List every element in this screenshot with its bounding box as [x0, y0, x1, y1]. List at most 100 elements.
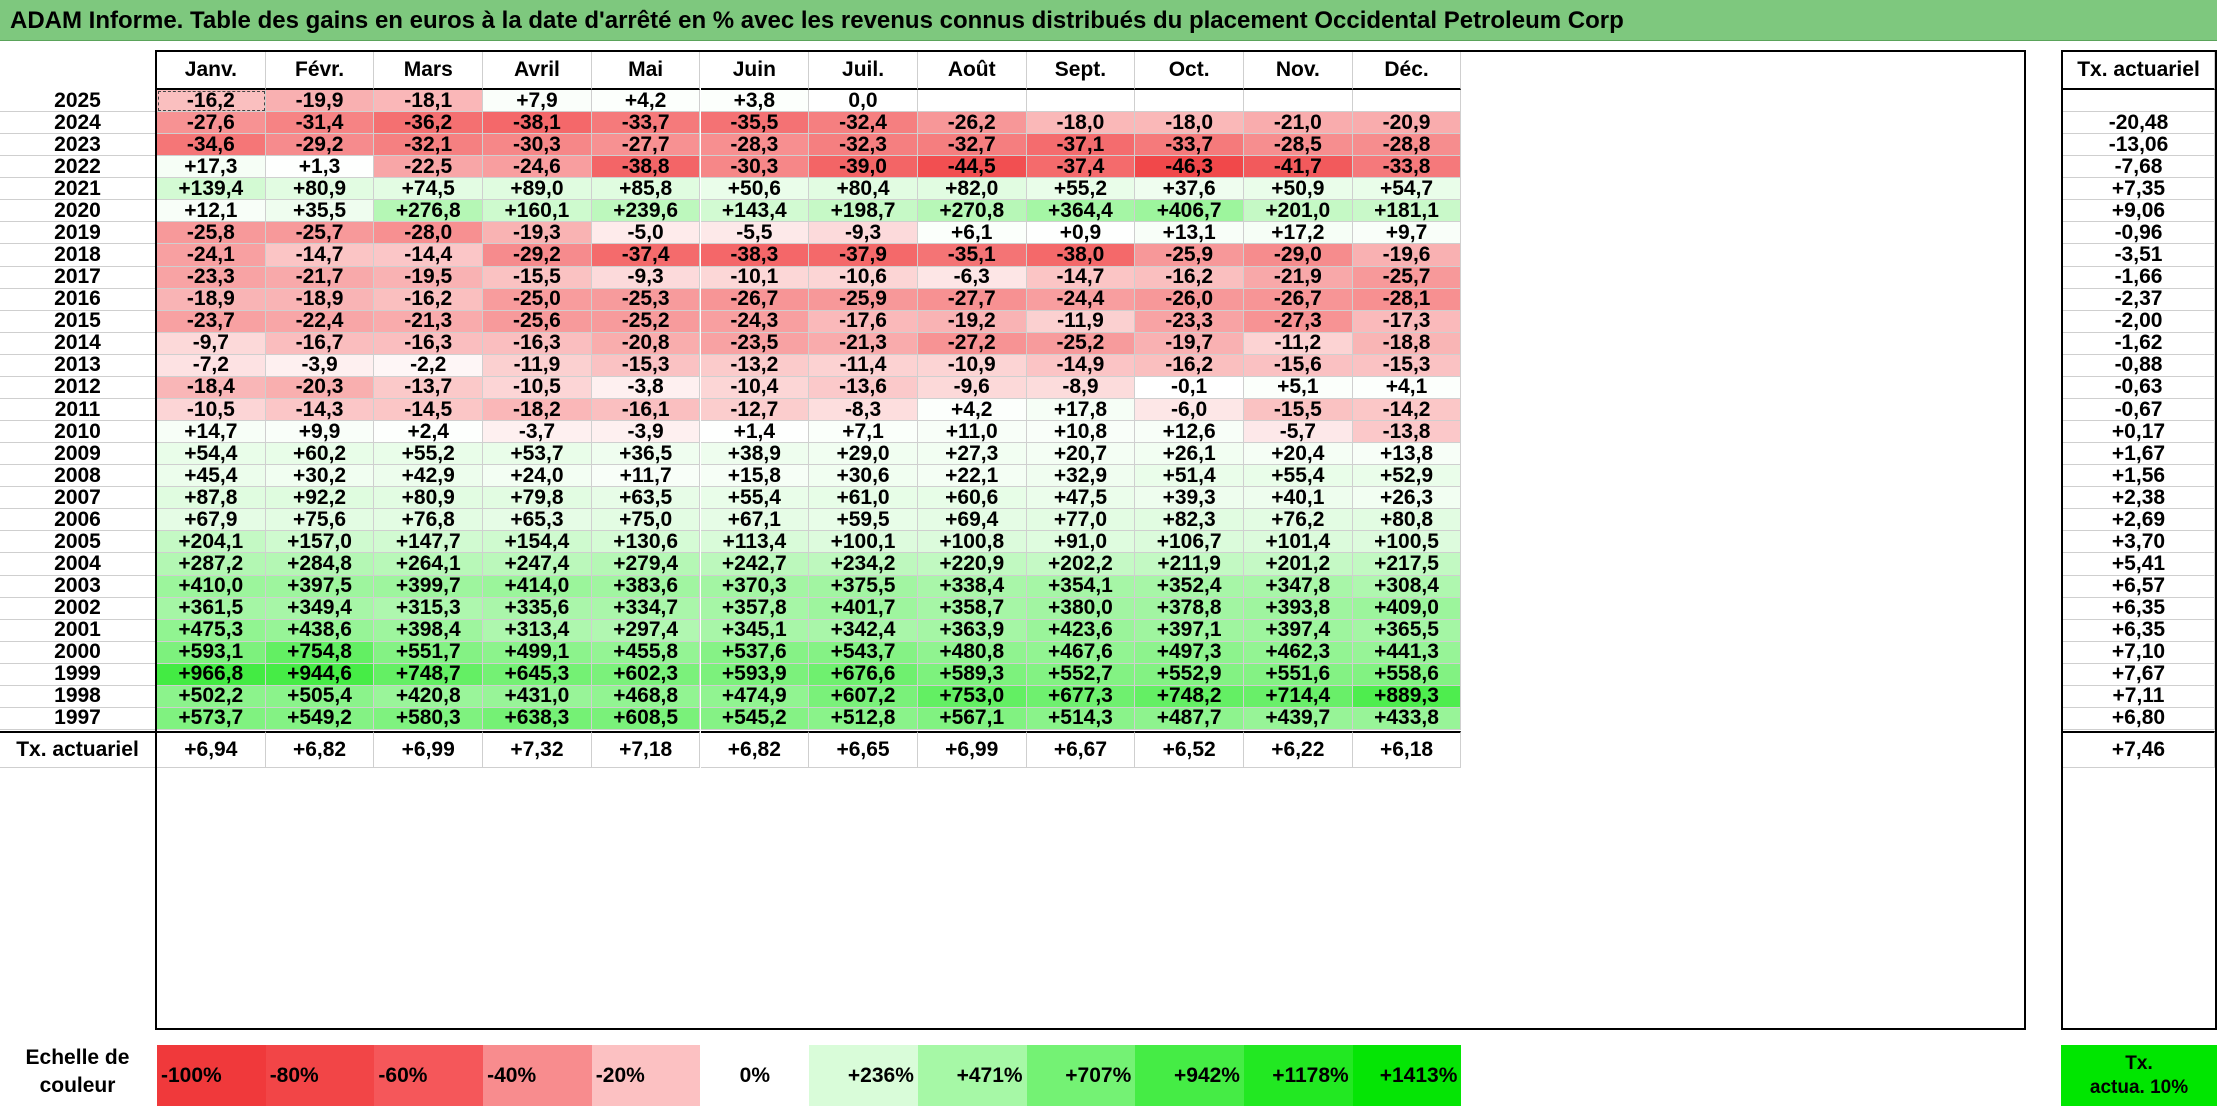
table-cell: -38,1 — [483, 111, 592, 135]
table-cell: +380,0 — [1026, 596, 1136, 620]
table-cell: -38,0 — [1026, 243, 1136, 267]
table-cell: -18,8 — [1352, 331, 1462, 355]
table-cell: +383,6 — [591, 574, 701, 598]
table-cell: +82,0 — [917, 177, 1027, 201]
table-cell: +420,8 — [374, 684, 484, 708]
rate-cell: -0,63 — [2063, 375, 2215, 399]
table-cell: +32,9 — [1026, 464, 1136, 488]
table-cell: +47,5 — [1026, 486, 1136, 510]
year-label: 2015 — [0, 309, 155, 333]
table-cell: -24,4 — [1026, 287, 1136, 311]
year-label: 2017 — [0, 265, 155, 289]
table-cell: -26,7 — [700, 287, 810, 311]
month-header: Janv. — [157, 52, 266, 90]
table-cell: +59,5 — [809, 508, 918, 532]
table-cell: -25,9 — [809, 287, 918, 311]
table-cell: -37,4 — [1026, 155, 1136, 179]
year-label: 2025 — [0, 89, 155, 113]
table-cell: -16,7 — [265, 331, 375, 355]
color-scale-step: +471% — [917, 1045, 1027, 1106]
color-scale-step: -100% — [157, 1045, 266, 1106]
year-label: 2019 — [0, 221, 155, 245]
table-cell: -18,0 — [1026, 111, 1136, 135]
totals-cell: +6,94 — [157, 731, 266, 769]
rate-cell: +6,57 — [2063, 574, 2215, 598]
table-cell: +475,3 — [157, 618, 266, 642]
table-cell: -10,1 — [700, 265, 810, 289]
table-cell: +552,7 — [1026, 662, 1136, 686]
table-cell: -27,7 — [917, 287, 1027, 311]
table-cell: +106,7 — [1135, 530, 1244, 554]
month-header: Sept. — [1026, 52, 1136, 90]
table-cell: +67,9 — [157, 508, 266, 532]
month-header: Nov. — [1244, 52, 1353, 90]
table-cell: -29,2 — [265, 133, 375, 157]
table-cell: +335,6 — [483, 596, 592, 620]
table-cell: +55,2 — [374, 442, 484, 466]
table-cell: -30,3 — [483, 133, 592, 157]
table-cell: +363,9 — [917, 618, 1027, 642]
table-cell: +202,2 — [1026, 552, 1136, 576]
table-cell: -9,3 — [809, 221, 918, 245]
table-cell: -21,7 — [265, 265, 375, 289]
table-cell: -11,9 — [1026, 309, 1136, 333]
rate-cell: +7,10 — [2063, 640, 2215, 664]
table-cell: +567,1 — [917, 706, 1027, 731]
table-cell: +242,7 — [700, 552, 810, 576]
table-cell: -37,9 — [809, 243, 918, 267]
table-cell: -24,6 — [483, 155, 592, 179]
table-cell: +358,7 — [917, 596, 1027, 620]
table-cell: -17,6 — [809, 309, 918, 333]
table-cell: +512,8 — [809, 706, 918, 731]
table-cell: +36,5 — [591, 442, 701, 466]
table-cell: +24,0 — [483, 464, 592, 488]
rate-cell: +5,41 — [2063, 552, 2215, 576]
table-cell: +414,0 — [483, 574, 592, 598]
table-cell: -19,3 — [483, 221, 592, 245]
table-cell: 0,0 — [809, 89, 918, 113]
table-cell: -46,3 — [1135, 155, 1244, 179]
table-cell: +76,8 — [374, 508, 484, 532]
table-cell: +13,8 — [1352, 442, 1462, 466]
table-cell: +748,7 — [374, 662, 484, 686]
month-header: Août — [917, 52, 1027, 90]
table-cell: +4,1 — [1352, 375, 1462, 399]
table-cell: +608,5 — [591, 706, 701, 731]
rate-cell: +2,38 — [2063, 486, 2215, 510]
table-cell: +676,6 — [809, 662, 918, 686]
table-cell: -21,3 — [809, 331, 918, 355]
table-cell: +645,3 — [483, 662, 592, 686]
color-scale-step: -40% — [483, 1045, 592, 1106]
table-cell: +423,6 — [1026, 618, 1136, 642]
table-cell: +91,0 — [1026, 530, 1136, 554]
rate-cell — [2063, 90, 2215, 113]
totals-cell: +6,99 — [374, 731, 484, 769]
totals-cell: +6,18 — [1352, 731, 1462, 769]
table-cell: +54,7 — [1352, 177, 1462, 201]
table-cell: -39,0 — [809, 155, 918, 179]
table-cell: -29,0 — [1244, 243, 1353, 267]
table-cell: -9,7 — [157, 331, 266, 355]
color-scale-step: +942% — [1135, 1045, 1244, 1106]
table-cell: +50,9 — [1244, 177, 1353, 201]
table-cell: -19,2 — [917, 309, 1027, 333]
month-header: Déc. — [1352, 52, 1462, 90]
table-cell: +7,1 — [809, 420, 918, 444]
table-cell: -26,2 — [917, 111, 1027, 135]
table-cell: -27,7 — [591, 133, 701, 157]
table-cell: -11,9 — [483, 353, 592, 377]
table-cell: -33,7 — [591, 111, 701, 135]
table-cell: +12,1 — [157, 199, 266, 223]
year-label: 2004 — [0, 552, 155, 576]
table-cell: +573,7 — [157, 706, 266, 731]
table-cell: -16,2 — [157, 89, 266, 113]
rate-cell: +7,67 — [2063, 662, 2215, 686]
color-scale-step: -60% — [374, 1045, 484, 1106]
table-cell: -10,9 — [917, 353, 1027, 377]
rate-cell: +9,06 — [2063, 199, 2215, 223]
table-cell: +474,9 — [700, 684, 810, 708]
year-label: 2010 — [0, 420, 155, 444]
table-cell: +45,4 — [157, 464, 266, 488]
table-cell: -8,9 — [1026, 375, 1136, 399]
table-cell: -18,0 — [1135, 111, 1244, 135]
